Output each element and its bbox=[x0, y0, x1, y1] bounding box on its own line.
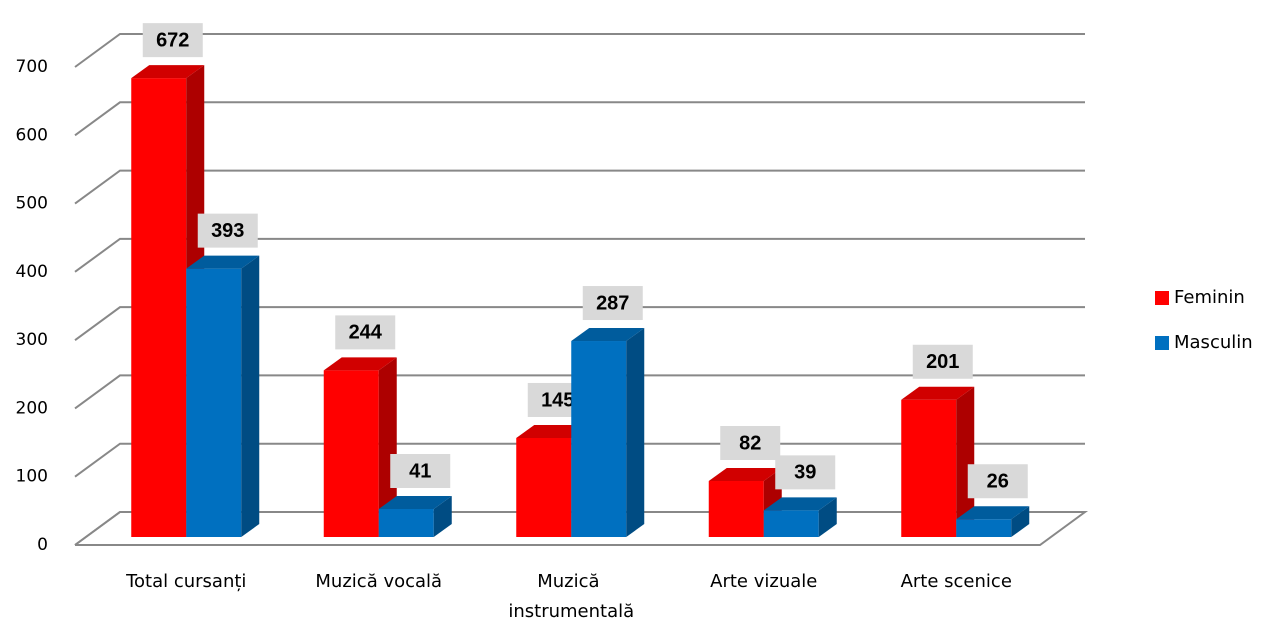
bar-top bbox=[708, 468, 782, 482]
value-label: 393 bbox=[211, 220, 244, 242]
bar-side bbox=[241, 255, 260, 537]
value-label-box bbox=[720, 426, 781, 461]
value-label-box bbox=[197, 213, 258, 248]
bar-front bbox=[956, 519, 1012, 537]
bar bbox=[323, 357, 397, 537]
grid-line bbox=[74, 33, 1085, 68]
y-tick-label: 700 bbox=[16, 57, 48, 77]
value-label: 287 bbox=[596, 292, 629, 314]
bar-front bbox=[708, 481, 764, 537]
grid-line bbox=[74, 237, 1085, 273]
bar-front bbox=[323, 370, 379, 537]
bar-front bbox=[516, 437, 572, 537]
bar-side bbox=[626, 328, 645, 537]
value-label-box bbox=[335, 315, 396, 350]
bar bbox=[571, 328, 645, 537]
y-tick-label: 600 bbox=[16, 125, 48, 145]
bar-front bbox=[131, 78, 187, 538]
legend-swatch bbox=[1155, 336, 1169, 350]
value-label: 39 bbox=[794, 462, 816, 484]
bar-side bbox=[378, 357, 397, 537]
bar bbox=[763, 497, 837, 537]
value-label: 244 bbox=[349, 322, 383, 344]
x-tick-label: Arte vizuale bbox=[710, 571, 817, 592]
value-label: 145 bbox=[541, 389, 574, 411]
bar-side bbox=[1011, 506, 1030, 537]
bar-front bbox=[901, 399, 957, 537]
bar-front bbox=[378, 509, 434, 537]
grid-line bbox=[74, 169, 1085, 205]
legend-label: Feminin bbox=[1174, 287, 1245, 308]
value-label: 26 bbox=[987, 471, 1009, 493]
x-tick-label: Total cursanți bbox=[125, 571, 246, 592]
bar-top bbox=[323, 357, 397, 371]
bar-top bbox=[901, 386, 975, 400]
y-tick-label: 0 bbox=[37, 535, 48, 555]
bar-top bbox=[378, 496, 452, 510]
bar bbox=[901, 386, 975, 537]
bar-top bbox=[956, 506, 1030, 520]
x-tick-label: Arte scenice bbox=[901, 571, 1012, 592]
x-tick-label: Muzică instrumentală bbox=[508, 571, 634, 622]
y-tick-label: 500 bbox=[16, 194, 48, 214]
y-tick-label: 300 bbox=[16, 330, 48, 350]
value-label: 201 bbox=[926, 351, 959, 373]
y-tick-label: 100 bbox=[16, 467, 48, 487]
bar-side bbox=[433, 496, 452, 537]
grid-line bbox=[74, 101, 1085, 137]
y-tick-label: 200 bbox=[16, 398, 48, 418]
bar-front bbox=[571, 341, 627, 537]
value-label-box bbox=[912, 344, 973, 379]
x-tick-label: Muzică vocală bbox=[315, 571, 442, 592]
value-label-box bbox=[775, 455, 836, 490]
value-label-box bbox=[142, 23, 203, 58]
bar-top bbox=[571, 328, 645, 342]
bar-side bbox=[818, 497, 837, 537]
bar bbox=[378, 496, 452, 537]
bar-top bbox=[516, 424, 590, 438]
grid-line bbox=[74, 306, 1085, 341]
value-label: 82 bbox=[739, 432, 761, 454]
value-label-box bbox=[582, 286, 643, 321]
bar-front bbox=[763, 510, 819, 537]
grid-line bbox=[74, 374, 1085, 410]
bar-top bbox=[763, 497, 837, 511]
y-tick-label: 400 bbox=[16, 262, 48, 282]
value-label: 672 bbox=[156, 29, 189, 51]
value-label-box bbox=[390, 454, 451, 489]
value-label: 41 bbox=[409, 460, 431, 482]
bar-side bbox=[956, 386, 975, 537]
value-label-box bbox=[967, 464, 1028, 499]
bar-front bbox=[186, 268, 242, 537]
bar bbox=[186, 255, 260, 537]
legend-label: Masculin bbox=[1174, 332, 1253, 353]
bar bbox=[956, 506, 1030, 537]
bar-top bbox=[186, 255, 260, 269]
bar-top bbox=[131, 65, 205, 79]
legend-swatch bbox=[1155, 291, 1169, 305]
